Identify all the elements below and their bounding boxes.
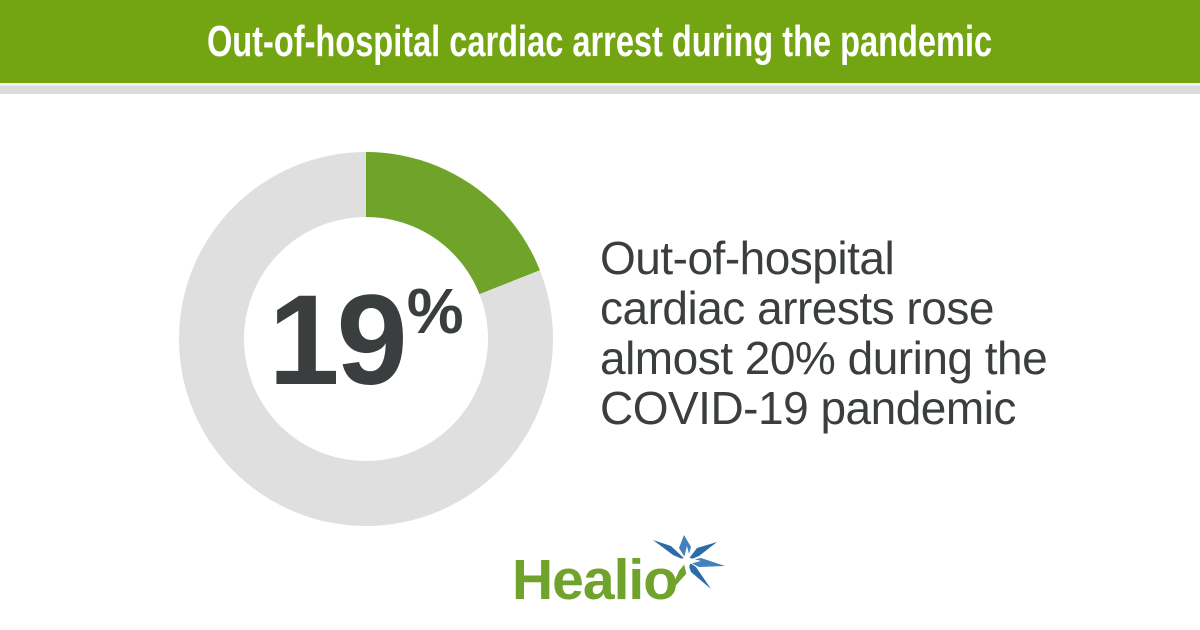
donut-chart: 19 %: [179, 152, 553, 526]
message-line: cardiac arrests rose: [600, 282, 994, 334]
message-line: COVID-19 pandemic: [600, 382, 1016, 434]
header-title: Out-of-hospital cardiac arrest during th…: [207, 16, 993, 66]
healio-star-icon: [653, 535, 726, 593]
healio-logo-text: Healio: [512, 548, 678, 612]
percent-sign: %: [406, 275, 464, 347]
stat-value: 19 %: [268, 277, 463, 405]
message-text: Out-of-hospital cardiac arrests rose alm…: [600, 233, 1100, 433]
donut-hole: 19 %: [244, 217, 488, 461]
header-divider-light: [0, 83, 1200, 86]
message-line: Out-of-hospital: [600, 232, 895, 284]
header-bar: Out-of-hospital cardiac arrest during th…: [0, 0, 1200, 83]
healio-logo: Healio: [512, 535, 727, 614]
message-line: almost 20% during the: [600, 332, 1048, 384]
stat-number: 19: [268, 269, 407, 412]
header-divider-gray: [0, 86, 1200, 94]
